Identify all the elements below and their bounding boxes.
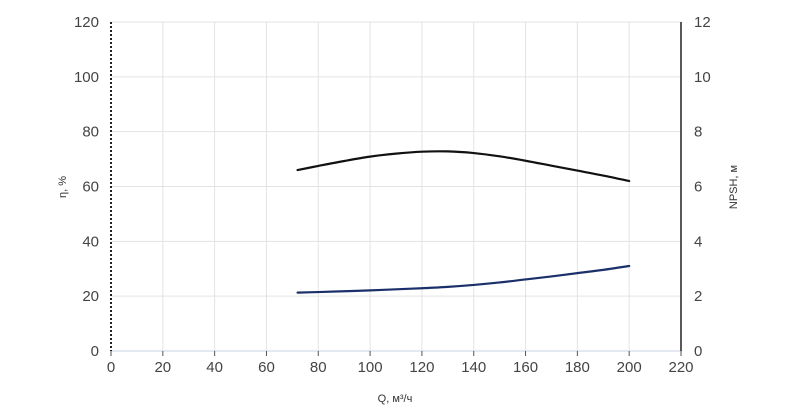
x-tick-label: 200 <box>617 359 642 376</box>
y-left-tick-label: 40 <box>82 233 99 250</box>
x-tick-label: 0 <box>107 359 115 376</box>
y-right-tick-label: 10 <box>694 69 711 86</box>
x-tick-label: 160 <box>513 359 538 376</box>
y-left-tick-label: 120 <box>74 14 99 31</box>
y-left-tick-label: 60 <box>82 179 99 196</box>
y-right-tick-label: 8 <box>694 124 702 141</box>
y-right-tick-label: 2 <box>694 288 702 305</box>
x-axis-title: Q, м³/ч <box>378 393 413 405</box>
x-tick-label: 60 <box>258 359 275 376</box>
x-tick-label: 100 <box>358 359 383 376</box>
y-axis-right-title: NPSH, м <box>728 165 740 209</box>
y-left-tick-label: 80 <box>82 124 99 141</box>
x-tick-label: 140 <box>461 359 486 376</box>
x-tick-label: 40 <box>206 359 223 376</box>
axes <box>110 22 682 356</box>
x-tick-label: 180 <box>565 359 590 376</box>
y-right-tick-label: 4 <box>694 233 702 250</box>
npsh-curve <box>296 264 631 294</box>
x-tick-label: 220 <box>668 359 693 376</box>
y-right-tick-label: 12 <box>694 14 711 31</box>
x-tick-label: 120 <box>409 359 434 376</box>
y-axis-left-title: η, % <box>57 176 69 198</box>
y-left-tick-label: 100 <box>74 69 99 86</box>
plot-area <box>296 150 631 294</box>
x-tick-label: 80 <box>310 359 327 376</box>
efficiency-curve <box>296 150 631 183</box>
grid <box>111 21 681 351</box>
y-left-tick-label: 0 <box>91 343 99 360</box>
y-left-tick-label: 20 <box>82 288 99 305</box>
tick-labels: 0 20 40 60 80 100 120 140 160 180 200 2200204060801… <box>74 14 711 376</box>
x-tick-label: 20 <box>154 359 171 376</box>
y-right-tick-label: 0 <box>694 343 702 360</box>
y-right-tick-label: 6 <box>694 179 702 196</box>
